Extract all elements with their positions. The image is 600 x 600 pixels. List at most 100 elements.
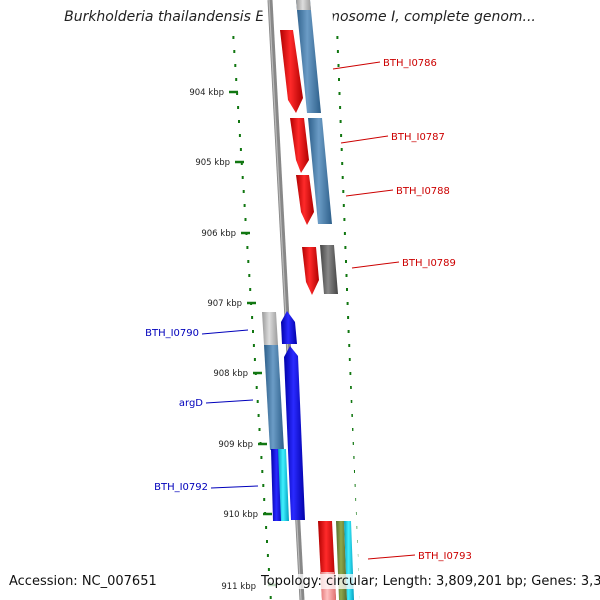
cds-bth-i0790[interactable] — [262, 312, 278, 345]
gene-bth-i0787[interactable] — [290, 118, 309, 173]
ruler-dot — [260, 456, 263, 459]
ruler-dot — [347, 330, 350, 333]
forward-labels: BTH_I0786 BTH_I0787 BTH_I0788 BTH_I0789 … — [332, 58, 472, 562]
gene-bth-i0786[interactable] — [280, 30, 303, 113]
ruler-dot — [246, 246, 249, 249]
ruler-dot — [266, 554, 269, 557]
ruler-dot — [346, 302, 349, 305]
ruler-dot — [255, 386, 258, 389]
ruler-dot — [249, 288, 252, 291]
ruler-dot — [244, 218, 247, 221]
tick-label-908: 908 kbp — [213, 369, 248, 379]
ruler-dot — [253, 358, 256, 361]
ruler-dot — [235, 78, 238, 81]
ruler-dot — [234, 64, 237, 67]
ruler-dot — [267, 568, 270, 571]
ruler-dot — [252, 330, 254, 333]
ruler-dot — [347, 316, 350, 319]
cds-bth-i0786-top — [296, 0, 311, 10]
label-bth-i0788[interactable]: BTH_I0788 — [396, 186, 450, 197]
ruler-dot — [240, 162, 243, 165]
ruler-dot — [251, 316, 254, 319]
tick-label-911: 911 kbp — [221, 582, 256, 592]
tick-label-904: 904 kbp — [189, 88, 224, 98]
ruler-dot — [241, 176, 244, 179]
ruler-dot — [339, 106, 342, 109]
ruler-dot — [258, 428, 261, 431]
ruler-dot — [336, 36, 339, 39]
tick-label-905: 905 kbp — [195, 158, 230, 168]
tick-label-909: 909 kbp — [218, 440, 253, 450]
reverse-labels: BTH_I0790 argD BTH_I0792 — [145, 328, 259, 493]
accession-text: Accession: NC_007651 — [9, 574, 157, 589]
cds-bth-i0792[interactable] — [278, 449, 289, 521]
cds-argd[interactable] — [264, 345, 284, 450]
ruler-dot — [257, 414, 260, 417]
ruler-dot — [238, 120, 240, 123]
ruler-dot — [341, 176, 344, 179]
ruler-dot — [261, 470, 264, 473]
cds-bth-i0789[interactable] — [320, 245, 338, 294]
ruler-dot — [339, 120, 342, 123]
ruler-dot — [349, 372, 352, 375]
ruler-dot — [343, 218, 346, 221]
ruler-dot — [341, 162, 344, 165]
topology-text: Topology: circular; Length: 3,809,201 bp… — [261, 574, 600, 589]
ruler-dot — [337, 64, 340, 67]
ruler-dots-left — [232, 36, 272, 599]
ruler-dot — [266, 540, 268, 543]
ruler-dot — [252, 344, 255, 347]
ruler-dot — [350, 400, 353, 403]
ruler-dot — [247, 260, 250, 263]
ruler-dot — [345, 274, 348, 277]
ruler-dot — [262, 484, 265, 487]
ruler-dot — [269, 596, 272, 599]
cds-bth-i0786[interactable] — [296, 0, 321, 113]
label-bth-i0786[interactable]: BTH_I0786 — [383, 58, 437, 69]
ruler-dot — [343, 232, 346, 235]
ruler-dot — [248, 274, 251, 277]
ruler-dot — [349, 386, 352, 389]
label-bth-i0789[interactable]: BTH_I0789 — [402, 258, 456, 269]
ruler-dot — [338, 92, 341, 95]
label-bth-i0792[interactable]: BTH_I0792 — [154, 482, 208, 493]
gene-argd[interactable] — [284, 346, 305, 520]
ruler-dot — [342, 204, 345, 207]
ruler-dot — [336, 50, 339, 53]
ruler-dot — [338, 78, 340, 81]
ruler-dot — [232, 36, 235, 39]
cds-bth-i0787[interactable] — [308, 118, 332, 224]
label-bth-i0790[interactable]: BTH_I0790 — [145, 328, 199, 339]
ruler-dot — [350, 414, 353, 417]
ruler-dot — [236, 92, 239, 95]
reverse-genes — [262, 311, 305, 521]
ruler-dot — [351, 428, 354, 431]
ruler-dot — [340, 148, 343, 151]
ruler-dot — [233, 50, 236, 53]
ruler-dot — [242, 190, 245, 193]
tick-label-910: 910 kbp — [223, 510, 258, 520]
ruler-dot — [348, 344, 351, 347]
ruler-dot — [237, 106, 240, 109]
tick-label-907: 907 kbp — [207, 299, 242, 309]
label-bth-i0793[interactable]: BTH_I0793 — [418, 551, 472, 562]
ruler-dot — [345, 260, 347, 263]
ruler-dot — [344, 246, 347, 249]
label-argd[interactable]: argD — [179, 398, 203, 409]
ruler-ticks: 904 kbp 905 kbp 906 kbp 907 kbp 908 kbp … — [189, 88, 277, 592]
ruler-dot — [342, 190, 345, 193]
gene-bth-i0789[interactable] — [302, 247, 319, 295]
tick-label-906: 906 kbp — [201, 229, 236, 239]
gene-bth-i0790[interactable] — [281, 311, 297, 344]
ruler-dot — [265, 526, 268, 529]
ruler-dot — [348, 358, 351, 361]
feature-band — [262, 0, 360, 600]
gene-bth-i0788[interactable] — [296, 175, 314, 225]
ruler-dot — [263, 498, 266, 501]
ruler-dot — [346, 288, 348, 291]
ruler-dot — [352, 456, 355, 459]
ruler-dot — [256, 400, 259, 403]
label-bth-i0787[interactable]: BTH_I0787 — [391, 132, 445, 143]
ruler-dot — [351, 442, 354, 445]
